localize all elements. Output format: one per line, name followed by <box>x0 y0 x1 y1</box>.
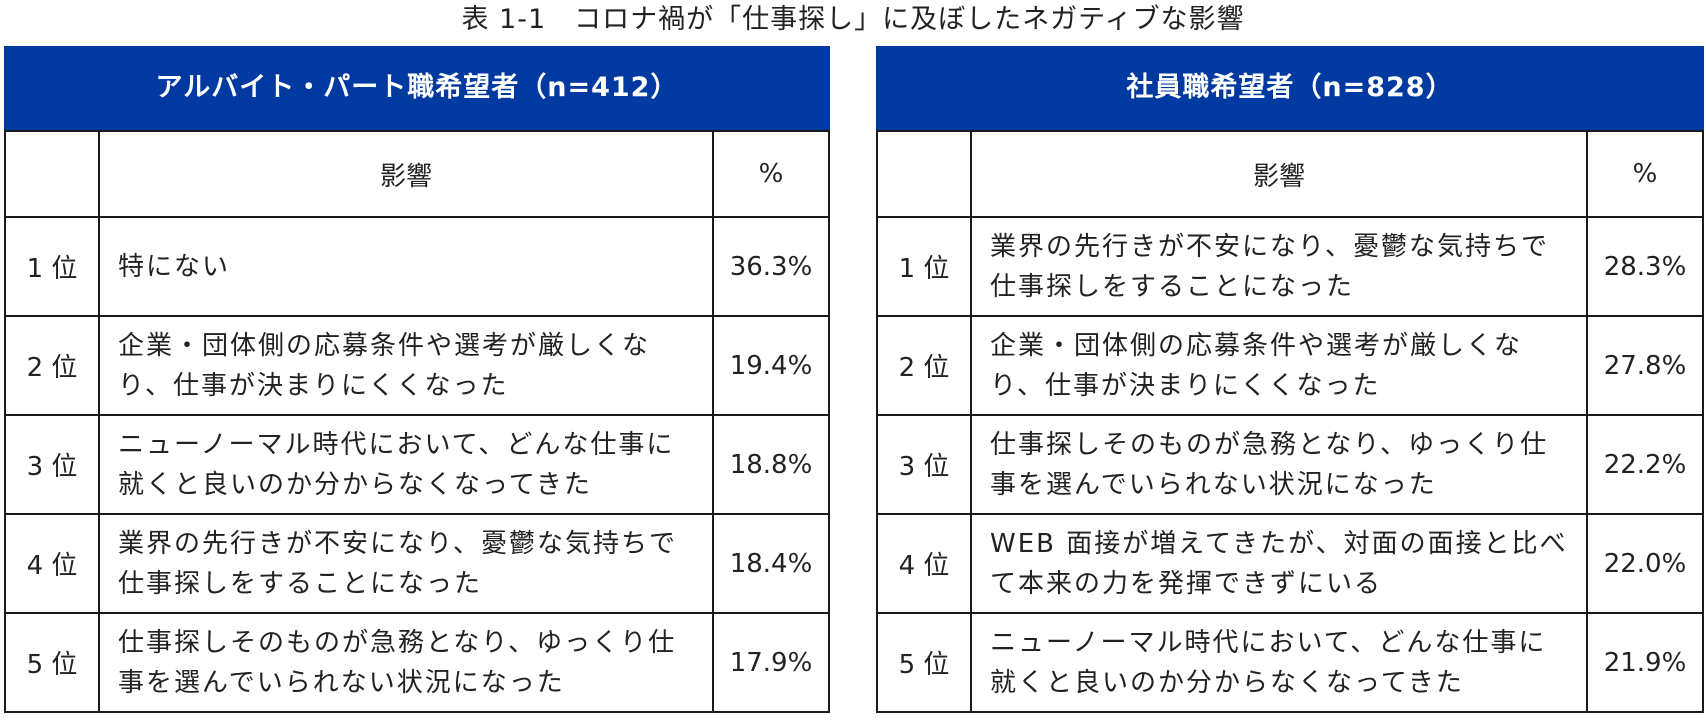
rank-cell: 2 位 <box>876 315 972 416</box>
percent-cell: 21.9% <box>1586 612 1704 713</box>
impact-cell: 特にない <box>98 216 714 317</box>
percent-cell: 18.8% <box>712 414 830 515</box>
rank-header <box>876 130 972 218</box>
percent-cell: 17.9% <box>712 612 830 713</box>
panel-title: 社員職希望者（n=828） <box>876 46 1704 130</box>
percent-header: % <box>712 130 830 218</box>
percent-cell: 22.2% <box>1586 414 1704 515</box>
rank-cell: 4 位 <box>876 513 972 614</box>
table-row: 4 位 WEB 面接が増えてきたが、対面の面接と比べて本来の力を発揮できずにいる… <box>876 513 1704 614</box>
percent-cell: 18.4% <box>712 513 830 614</box>
table-row: 2 位 企業・団体側の応募条件や選考が厳しくなり、仕事が決まりにくくなった 19… <box>4 315 830 416</box>
ranking-table: 影響 % 1 位 特にない 36.3% 2 位 企業・団体側の応募条件や選考が厳… <box>4 130 830 713</box>
table-row: 4 位 業界の先行きが不安になり、憂鬱な気持ちで仕事探しをすることになった 18… <box>4 513 830 614</box>
rank-cell: 2 位 <box>4 315 100 416</box>
column-header-row: 影響 % <box>876 130 1704 218</box>
percent-cell: 27.8% <box>1586 315 1704 416</box>
table-row: 3 位 ニューノーマル時代において、どんな仕事に就くと良いのか分からなくなってき… <box>4 414 830 515</box>
full-time-panel: 社員職希望者（n=828） 影響 % 1 位 業界の先行きが不安になり、憂鬱な気… <box>876 46 1704 713</box>
impact-cell: WEB 面接が増えてきたが、対面の面接と比べて本来の力を発揮できずにいる <box>970 513 1588 614</box>
impact-cell: 仕事探しそのものが急務となり、ゆっくり仕事を選んでいられない状況になった <box>98 612 714 713</box>
ranking-table: 影響 % 1 位 業界の先行きが不安になり、憂鬱な気持ちで仕事探しをすることにな… <box>876 130 1704 713</box>
rank-cell: 1 位 <box>4 216 100 317</box>
table-row: 3 位 仕事探しそのものが急務となり、ゆっくり仕事を選んでいられない状況になった… <box>876 414 1704 515</box>
rank-cell: 5 位 <box>876 612 972 713</box>
rank-cell: 3 位 <box>876 414 972 515</box>
table-row: 5 位 仕事探しそのものが急務となり、ゆっくり仕事を選んでいられない状況になった… <box>4 612 830 713</box>
column-header-row: 影響 % <box>4 130 830 218</box>
percent-header: % <box>1586 130 1704 218</box>
impact-cell: 仕事探しそのものが急務となり、ゆっくり仕事を選んでいられない状況になった <box>970 414 1588 515</box>
table-row: 2 位 企業・団体側の応募条件や選考が厳しくなり、仕事が決まりにくくなった 27… <box>876 315 1704 416</box>
impact-cell: ニューノーマル時代において、どんな仕事に就くと良いのか分からなくなってきた <box>98 414 714 515</box>
percent-cell: 22.0% <box>1586 513 1704 614</box>
part-time-panel: アルバイト・パート職希望者（n=412） 影響 % 1 位 特にない 36.3%… <box>4 46 830 713</box>
table-row: 5 位 ニューノーマル時代において、どんな仕事に就くと良いのか分からなくなってき… <box>876 612 1704 713</box>
percent-cell: 36.3% <box>712 216 830 317</box>
table-row: 1 位 業界の先行きが不安になり、憂鬱な気持ちで仕事探しをすることになった 28… <box>876 216 1704 317</box>
percent-cell: 28.3% <box>1586 216 1704 317</box>
impact-header: 影響 <box>970 130 1588 218</box>
impact-cell: ニューノーマル時代において、どんな仕事に就くと良いのか分からなくなってきた <box>970 612 1588 713</box>
table-caption: 表 1-1 コロナ禍が「仕事探し」に及ぼしたネガティブな影響 <box>461 4 1245 35</box>
rank-cell: 3 位 <box>4 414 100 515</box>
impact-cell: 企業・団体側の応募条件や選考が厳しくなり、仕事が決まりにくくなった <box>98 315 714 416</box>
rank-cell: 1 位 <box>876 216 972 317</box>
impact-header: 影響 <box>98 130 714 218</box>
panel-title: アルバイト・パート職希望者（n=412） <box>4 46 830 130</box>
rank-cell: 4 位 <box>4 513 100 614</box>
rank-cell: 5 位 <box>4 612 100 713</box>
table-row: 1 位 特にない 36.3% <box>4 216 830 317</box>
impact-cell: 業界の先行きが不安になり、憂鬱な気持ちで仕事探しをすることになった <box>970 216 1588 317</box>
rank-header <box>4 130 100 218</box>
impact-cell: 企業・団体側の応募条件や選考が厳しくなり、仕事が決まりにくくなった <box>970 315 1588 416</box>
impact-cell: 業界の先行きが不安になり、憂鬱な気持ちで仕事探しをすることになった <box>98 513 714 614</box>
percent-cell: 19.4% <box>712 315 830 416</box>
